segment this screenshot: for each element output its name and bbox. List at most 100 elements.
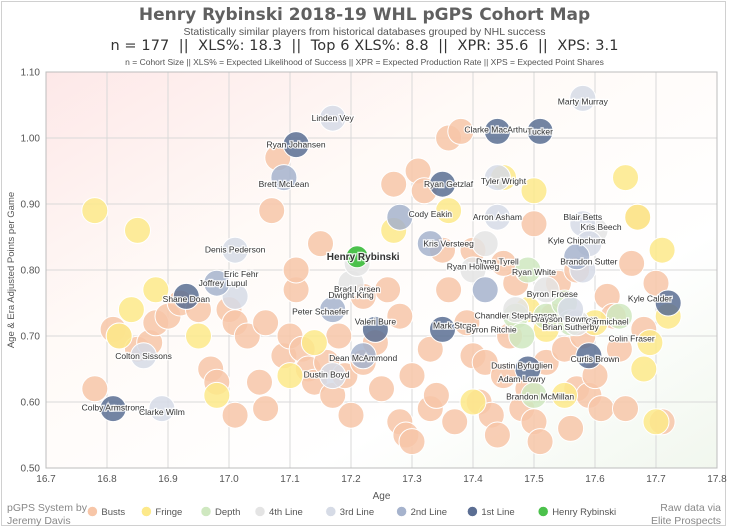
credit-author-line2: Jeremy Davis	[7, 515, 71, 527]
point-fringe	[624, 203, 652, 231]
legend-label: 4th Line	[269, 507, 303, 518]
player-label: Marty Murray	[558, 97, 609, 107]
player-label: Ryan Hollweg	[447, 262, 500, 272]
point-busts	[252, 395, 280, 423]
player-label: Blair Betts	[563, 212, 602, 222]
point-fringe	[124, 216, 151, 244]
point-busts	[441, 408, 469, 436]
player-label: Valeri Bure	[355, 316, 397, 326]
player-label: Adam Lowry	[498, 374, 546, 384]
point-3rd-line	[483, 203, 511, 231]
player-label: Colin Fraser	[608, 334, 654, 344]
point-fringe	[648, 236, 676, 264]
player-label: Kris Versteeg	[423, 239, 474, 249]
point-2nd-line	[203, 269, 231, 297]
x-tick-label: 17.1	[280, 474, 300, 485]
player-label: Dustin Byfuglien	[491, 361, 553, 371]
point-2nd-line	[563, 243, 591, 271]
player-label: Dean McAmmond	[329, 353, 397, 363]
player-label: Curtis Brown	[571, 354, 620, 364]
player-label: Ryan White	[512, 267, 556, 277]
point-fringe	[520, 177, 548, 205]
point-3rd-line	[148, 395, 176, 423]
x-tick-label: 17.6	[585, 474, 605, 485]
point-busts	[337, 401, 365, 429]
x-tick-label: 17.3	[402, 474, 422, 485]
player-label: Brian Sutherby	[542, 322, 599, 332]
x-tick-label: 17.5	[524, 474, 544, 485]
point-2nd-line	[386, 203, 414, 231]
legend-marker-depth	[200, 506, 212, 517]
x-axis-label: Age	[373, 491, 391, 502]
player-label: Kyle Calder	[628, 293, 672, 303]
point-busts	[471, 348, 499, 376]
player-label: Kris Beech	[581, 222, 622, 232]
x-tick-label: 17.2	[341, 474, 361, 485]
player-label: Carmichael	[586, 316, 629, 326]
player-label: Clarke MacArthur	[464, 124, 530, 134]
player-label: Cody Eakin	[409, 209, 453, 219]
point-busts	[587, 395, 615, 423]
point-3rd-line	[130, 342, 158, 370]
point-1st-line	[429, 315, 456, 343]
point-busts	[398, 362, 426, 390]
point-fringe	[142, 276, 170, 304]
player-label: Arron Asham	[473, 212, 522, 222]
legend-label: Busts	[101, 507, 125, 518]
player-label: Peter Schaefer	[292, 307, 349, 317]
player-label: Kyle Chipchura	[548, 235, 606, 245]
point-fringe	[185, 322, 212, 350]
player-label: Ryan Johansen	[267, 140, 326, 150]
credit-source-line2: Elite Prospects	[650, 515, 721, 527]
legend-marker-1st-line	[467, 506, 478, 517]
point-busts	[252, 309, 280, 337]
player-label: Tucker	[527, 126, 553, 136]
legend-marker-busts	[87, 506, 98, 517]
credit-source-line1: Raw data via	[660, 502, 721, 514]
point-3rd-line	[319, 362, 347, 390]
point-3rd-line	[569, 84, 597, 112]
point-3rd-line	[221, 236, 249, 264]
stats-definitions: n = Cohort Size || XLS% = Expected Likel…	[125, 57, 604, 67]
legend-label: Henry Rybinski	[552, 507, 616, 518]
point-busts	[435, 276, 463, 304]
point-busts	[618, 249, 646, 277]
point-busts	[221, 401, 249, 429]
x-tick-label: 17.0	[219, 474, 239, 485]
point-busts	[368, 375, 395, 403]
point-1st-line	[282, 131, 310, 159]
legend-marker-4th-line	[254, 506, 266, 517]
x-tick-label: 17.7	[646, 474, 666, 485]
point-busts	[483, 421, 511, 449]
point-fringe	[642, 408, 670, 436]
point-busts	[605, 335, 633, 363]
point-1st-line	[361, 315, 389, 343]
point-3rd-line	[557, 296, 585, 324]
legend-marker-3rd-line	[325, 506, 337, 517]
point-2nd-line	[349, 342, 377, 370]
point-fringe	[81, 197, 109, 225]
credit-source: Raw data via Elite Prospects	[651, 502, 721, 528]
point-fringe	[105, 322, 133, 350]
point-busts	[398, 428, 426, 456]
point-busts	[526, 428, 554, 456]
point-fringe	[612, 164, 639, 192]
plot-border	[45, 71, 718, 469]
legend-label: 1st Line	[481, 507, 514, 518]
point-depth	[508, 322, 536, 350]
point-busts	[520, 210, 548, 238]
point-2nd-line	[416, 230, 444, 258]
point-1st-line	[483, 117, 511, 145]
point-3rd-line	[483, 164, 511, 192]
point-2nd-line	[270, 164, 298, 192]
point-busts	[642, 269, 670, 297]
player-label: Henry Rybinski	[327, 252, 400, 263]
point-3rd-line	[221, 282, 249, 310]
y-tick-label: 0.80	[21, 266, 41, 277]
point-busts	[416, 335, 444, 363]
player-label: Linden Vey	[312, 113, 355, 123]
player-label: Dana Tyrell	[476, 256, 519, 266]
point-fringe	[551, 381, 578, 409]
credit-author-line1: pGPS System by	[7, 502, 87, 514]
y-axis-label: Age & Era Adjusted Points per Game	[6, 192, 17, 348]
